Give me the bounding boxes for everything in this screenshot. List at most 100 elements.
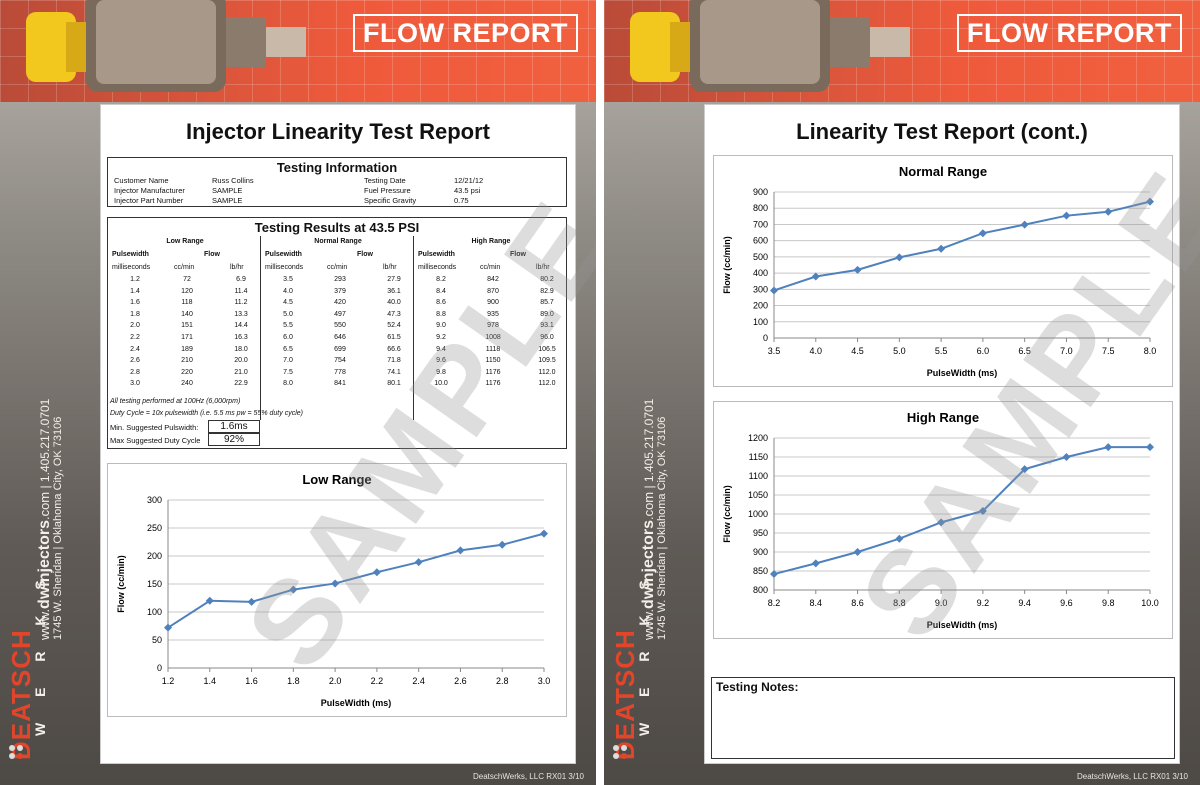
y-tick-label: 1000 (748, 509, 768, 519)
table-cell: 47.3 (387, 310, 401, 318)
y-tick-label: 600 (753, 236, 768, 246)
table-cell: 3.5 (283, 276, 293, 283)
y-tick-label: 1050 (748, 490, 768, 500)
x-tick-label: 8.8 (893, 598, 906, 608)
results-heading: Testing Results at 43.5 PSI (254, 220, 420, 235)
info-label: Specific Gravity (364, 196, 417, 205)
data-point (331, 579, 340, 588)
table-cell: 10.0 (434, 380, 448, 388)
table-cell: 646 (334, 334, 346, 341)
x-tick-label: 1.6 (245, 676, 258, 686)
x-tick-label: 1.4 (204, 676, 217, 686)
table-cell: 36.1 (387, 287, 401, 295)
x-tick-label: 2.4 (412, 676, 425, 686)
table-cell: 189 (181, 345, 193, 353)
x-tick-label: 7.5 (1102, 346, 1115, 356)
testing-notes-box[interactable]: Testing Notes: (711, 677, 1175, 759)
y-axis-label: Flow (cc/min) (722, 236, 732, 294)
low-range-chart: Low Range 0 50 100 150 200 250 300 1.2 1.4 1.6 1.8 2… (107, 463, 567, 717)
y-tick-label: 50 (152, 635, 162, 645)
x-tick-label: 8.6 (851, 598, 864, 608)
table-cell: 11.2 (234, 299, 248, 307)
y-tick-label: 200 (753, 301, 768, 311)
table-cell: 8.6 (436, 299, 446, 307)
table-cell: 82.9 (540, 287, 554, 295)
data-point (205, 596, 214, 605)
group-title: Low Range (166, 238, 204, 245)
table-cell: 4.5 (283, 299, 293, 307)
info-value: SAMPLE (212, 196, 243, 205)
y-tick-label: 800 (753, 585, 768, 595)
table-cell: 9.0 (436, 322, 446, 330)
table-cell: 9.8 (436, 368, 446, 376)
series-line (773, 200, 1151, 292)
table-cell: 210 (181, 357, 193, 365)
note-duty-cycle: Duty Cycle = 10x pulsewidth (i.e. 5.5 ms… (110, 410, 303, 417)
y-tick-label: 800 (753, 203, 768, 213)
x-tick-label: 2.2 (371, 676, 384, 686)
table-cell: 3.0 (130, 380, 140, 388)
table-cell: 6.9 (236, 276, 246, 283)
group-title: High Range (471, 238, 511, 245)
table-cell: 13.3 (234, 310, 248, 318)
normal-range-chart-svg: Normal Range 0 100 200 300 400 500 600 700 800 900… (722, 164, 1156, 378)
results-box: Testing Results at 43.5 PSI Low Range Pul… (107, 217, 567, 449)
table-cell: 6.5 (283, 345, 293, 353)
data-point (1062, 453, 1071, 461)
col-pulsewidth-header: Pulsewidth (265, 251, 302, 258)
table-cell: 1008 (485, 334, 501, 341)
info-label: Injector Part Number (114, 196, 184, 205)
results-group: Low Range Pulsewidth Flow milliseconds cc/mi… (110, 238, 260, 398)
banner-title: FLOW REPORT (353, 14, 578, 52)
table-cell: 11.4 (234, 287, 248, 295)
col-pulsewidth-header: Pulsewidth (112, 251, 149, 258)
data-point (895, 534, 904, 543)
x-tick-label: 5.5 (935, 346, 948, 356)
table-cell: 379 (334, 287, 346, 295)
x-tick-label: 3.0 (538, 676, 551, 686)
table-cell: 74.1 (387, 368, 401, 376)
page-right: FLOW REPORT DEATSCH W E R K S www.dwinje… (604, 0, 1200, 785)
x-tick-label: 9.8 (1102, 598, 1115, 608)
table-cell: 1150 (485, 357, 501, 365)
y-tick-label: 300 (147, 495, 162, 505)
data-point (853, 265, 862, 274)
banner-title: FLOW REPORT (957, 14, 1182, 52)
data-point (456, 546, 465, 555)
table-cell: 870 (487, 287, 499, 295)
data-point (414, 558, 423, 567)
table-cell: 9.2 (436, 334, 446, 341)
x-tick-label: 9.6 (1060, 598, 1073, 608)
x-tick-label: 3.5 (768, 346, 781, 356)
table-cell: 841 (334, 380, 346, 388)
table-cell: 778 (334, 368, 346, 376)
y-tick-label: 0 (157, 663, 162, 673)
table-cell: 699 (334, 345, 346, 353)
x-tick-label: 8.2 (768, 598, 781, 608)
y-tick-label: 1150 (749, 452, 768, 462)
table-cell: 85.7 (540, 299, 554, 307)
table-cell: 21.0 (234, 368, 248, 376)
col-cc-unit: cc/min (480, 264, 501, 271)
data-point (811, 559, 820, 568)
y-tick-label: 900 (753, 547, 768, 557)
page-title: Linearity Test Report (cont.) (796, 119, 1088, 144)
table-cell: 61.5 (387, 334, 401, 341)
table-cell: 96.0 (540, 334, 554, 341)
table-cell: 40.0 (387, 299, 401, 307)
table-cell: 6.0 (283, 334, 293, 341)
col-flow-header: Flow (357, 251, 373, 258)
table-cell: 66.6 (387, 345, 401, 353)
y-tick-label: 100 (753, 317, 768, 327)
table-cell: 20.0 (234, 357, 248, 365)
x-tick-label: 1.2 (162, 676, 175, 686)
table-cell: 935 (487, 310, 499, 318)
y-tick-label: 900 (753, 187, 768, 197)
y-tick-label: 400 (753, 268, 768, 278)
table-cell: 140 (181, 310, 193, 318)
data-point (978, 506, 987, 515)
banner-right: FLOW REPORT (604, 0, 1200, 102)
col-lb-unit: lb/hr (536, 264, 550, 271)
data-point (978, 229, 987, 238)
data-point (372, 568, 381, 577)
